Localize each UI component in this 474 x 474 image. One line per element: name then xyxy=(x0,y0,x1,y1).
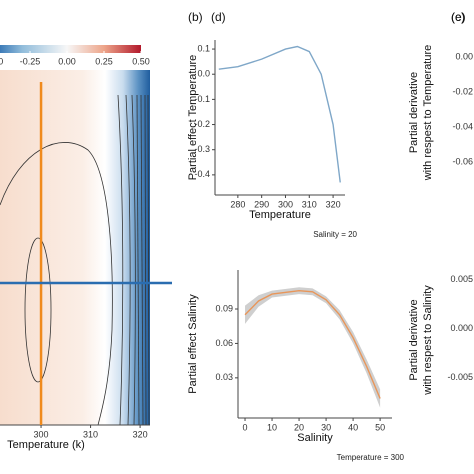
panel-label: (e) xyxy=(451,10,466,24)
x-tick-label: 280 xyxy=(230,199,245,209)
colorbar-tick-label: -0.25 xyxy=(20,56,41,66)
y-tick-label: 0.06 xyxy=(215,338,233,348)
y-tick-label: -0.02 xyxy=(452,86,473,96)
y-axis-label: Partial effect Temperature xyxy=(187,55,199,181)
x-tick-label: 50 xyxy=(375,422,385,432)
y-axis-label: Partial derivative xyxy=(408,299,420,380)
x-tick-label: 40 xyxy=(348,422,358,432)
panel-label: (d) xyxy=(211,10,226,24)
x-tick-label: 30 xyxy=(321,422,331,432)
y-tick-label: -0.005 xyxy=(447,372,473,382)
confidence-band xyxy=(245,287,381,408)
x-tick-label: 10 xyxy=(267,422,277,432)
x-tick-label: 300 xyxy=(34,429,49,439)
y-tick-label: 0.000 xyxy=(450,323,473,333)
y-tick-label: 0.005 xyxy=(450,274,473,284)
contour-fill xyxy=(0,70,150,425)
y-tick-label: -0.1 xyxy=(194,94,210,104)
y-axis-label: with respest to Salinity xyxy=(422,285,434,396)
colorbar-tick-label: -0.50 xyxy=(0,56,3,66)
annotation: Salinity = 20 xyxy=(313,230,357,239)
x-tick-label: 290 xyxy=(254,199,269,209)
y-axis-label: Partial effect Salinity xyxy=(187,294,199,394)
panel-label: (c) xyxy=(451,10,465,24)
annotation: Temperature = 300 xyxy=(337,453,405,462)
y-tick-label: -0.2 xyxy=(194,119,210,129)
line xyxy=(244,289,381,399)
colorbar-tick-label: 0.00 xyxy=(58,56,76,66)
y-tick-label: -0.06 xyxy=(452,157,473,167)
x-axis-label: Temperature xyxy=(249,209,311,221)
line xyxy=(218,45,341,183)
x-axis-label: Temperature (k) xyxy=(7,439,85,451)
x-tick-label: 300 xyxy=(278,199,293,209)
x-axis-label: Salinity xyxy=(297,432,333,444)
y-tick-label: 0.09 xyxy=(215,303,233,313)
y-tick-label: -0.4 xyxy=(194,169,210,179)
y-tick-label: -0.04 xyxy=(452,122,473,132)
y-axis-label: with respest to Temperature xyxy=(422,45,434,182)
x-tick-label: 320 xyxy=(133,429,148,439)
y-tick-label: 0.00 xyxy=(455,51,473,61)
x-tick-label: 20 xyxy=(294,422,304,432)
x-tick-label: 0 xyxy=(243,422,248,432)
y-tick-label: 0.1 xyxy=(197,43,210,53)
y-tick-label: -0.3 xyxy=(194,144,210,154)
y-tick-label: 0.03 xyxy=(215,372,233,382)
colorbar xyxy=(0,45,141,53)
x-tick-label: 320 xyxy=(326,199,341,209)
contour-field xyxy=(0,70,150,426)
panel-label: (b) xyxy=(188,10,203,24)
colorbar-tick-label: 0.25 xyxy=(95,56,113,66)
x-tick-label: 310 xyxy=(302,199,317,209)
y-axis-label: Partial derivative xyxy=(408,72,420,153)
x-tick-label: 310 xyxy=(83,429,98,439)
y-tick-label: 0.0 xyxy=(197,69,210,79)
colorbar-tick-label: 0.50 xyxy=(132,56,150,66)
